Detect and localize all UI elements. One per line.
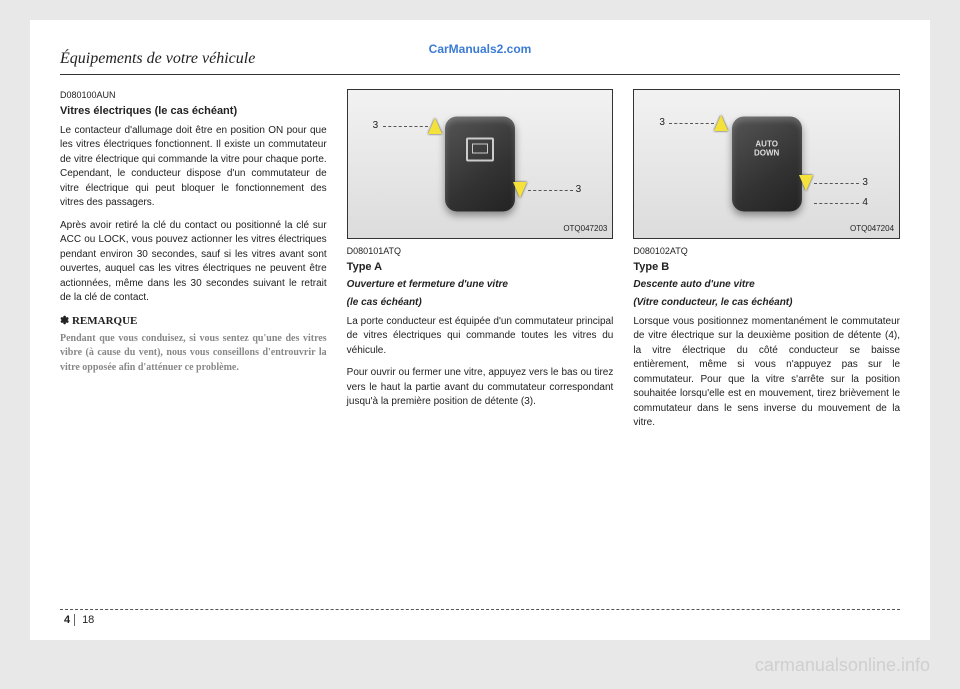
column-container: D080100AUN Vitres électriques (le cas éc… (60, 89, 900, 439)
remark-label: ✽ REMARQUE (60, 314, 327, 330)
type-heading: Type A (347, 260, 614, 276)
subtitle-italic: Ouverture et fermeture d'une vitre (347, 278, 614, 293)
leader-line (383, 126, 428, 127)
figure-label: 4 (862, 196, 868, 211)
paragraph: Après avoir retiré la clé du contact ou … (60, 219, 327, 306)
leader-line (528, 190, 573, 191)
leader-line (814, 183, 859, 184)
figure-label: 3 (373, 119, 379, 134)
arrow-up-icon (714, 115, 728, 131)
page-footer: 4 18 (60, 609, 900, 626)
window-icon (466, 138, 494, 162)
column-2: 3 3 OTQ047203 D080101ATQ Type A Ouvertur… (347, 89, 614, 439)
leader-line (814, 203, 859, 204)
paragraph: Lorsque vous positionnez momentanément l… (633, 315, 900, 431)
paragraph: Le contacteur d'allumage doit être en po… (60, 124, 327, 211)
figure-code: OTQ047204 (850, 223, 894, 235)
paragraph: Pour ouvrir ou fermer une vitre, appuyez… (347, 366, 614, 410)
column-3: AUTO DOWN 3 3 4 OTQ047204 D080102ATQ Typ… (633, 89, 900, 439)
figure-code: OTQ047203 (563, 223, 607, 235)
arrow-up-icon (428, 118, 442, 134)
watermark-bottom: carmanualsonline.info (755, 655, 930, 676)
section-code: D080101ATQ (347, 245, 614, 258)
section-code: D080100AUN (60, 89, 327, 102)
figure-type-b: AUTO DOWN 3 3 4 OTQ047204 (633, 89, 900, 239)
type-heading: Type B (633, 260, 900, 276)
figure-label: 3 (576, 183, 582, 198)
column-1: D080100AUN Vitres électriques (le cas éc… (60, 89, 327, 439)
figure-label: 3 (659, 116, 665, 131)
paragraph: La porte conducteur est équipée d'un com… (347, 315, 614, 359)
section-code: D080102ATQ (633, 245, 900, 258)
watermark-top: CarManuals2.com (429, 42, 532, 56)
window-switch-a (445, 117, 515, 212)
arrow-down-icon (799, 175, 813, 191)
subtitle-italic: (Vitre conducteur, le cas échéant) (633, 296, 900, 311)
arrow-down-icon (513, 182, 527, 198)
manual-page: CarManuals2.com Équipements de votre véh… (30, 20, 930, 640)
window-switch-b: AUTO DOWN (732, 117, 802, 212)
leader-line (669, 123, 714, 124)
chapter-number: 4 (60, 614, 75, 626)
page-number: 18 (82, 614, 94, 626)
figure-label: 3 (862, 176, 868, 191)
section-heading: Vitres électriques (le cas échéant) (60, 104, 327, 120)
auto-down-label: AUTO DOWN (749, 141, 784, 159)
remark-text: Pendant que vous conduisez, si vous sent… (60, 332, 327, 376)
figure-type-a: 3 3 OTQ047203 (347, 89, 614, 239)
subtitle-italic: Descente auto d'une vitre (633, 278, 900, 293)
subtitle-italic: (le cas échéant) (347, 296, 614, 311)
